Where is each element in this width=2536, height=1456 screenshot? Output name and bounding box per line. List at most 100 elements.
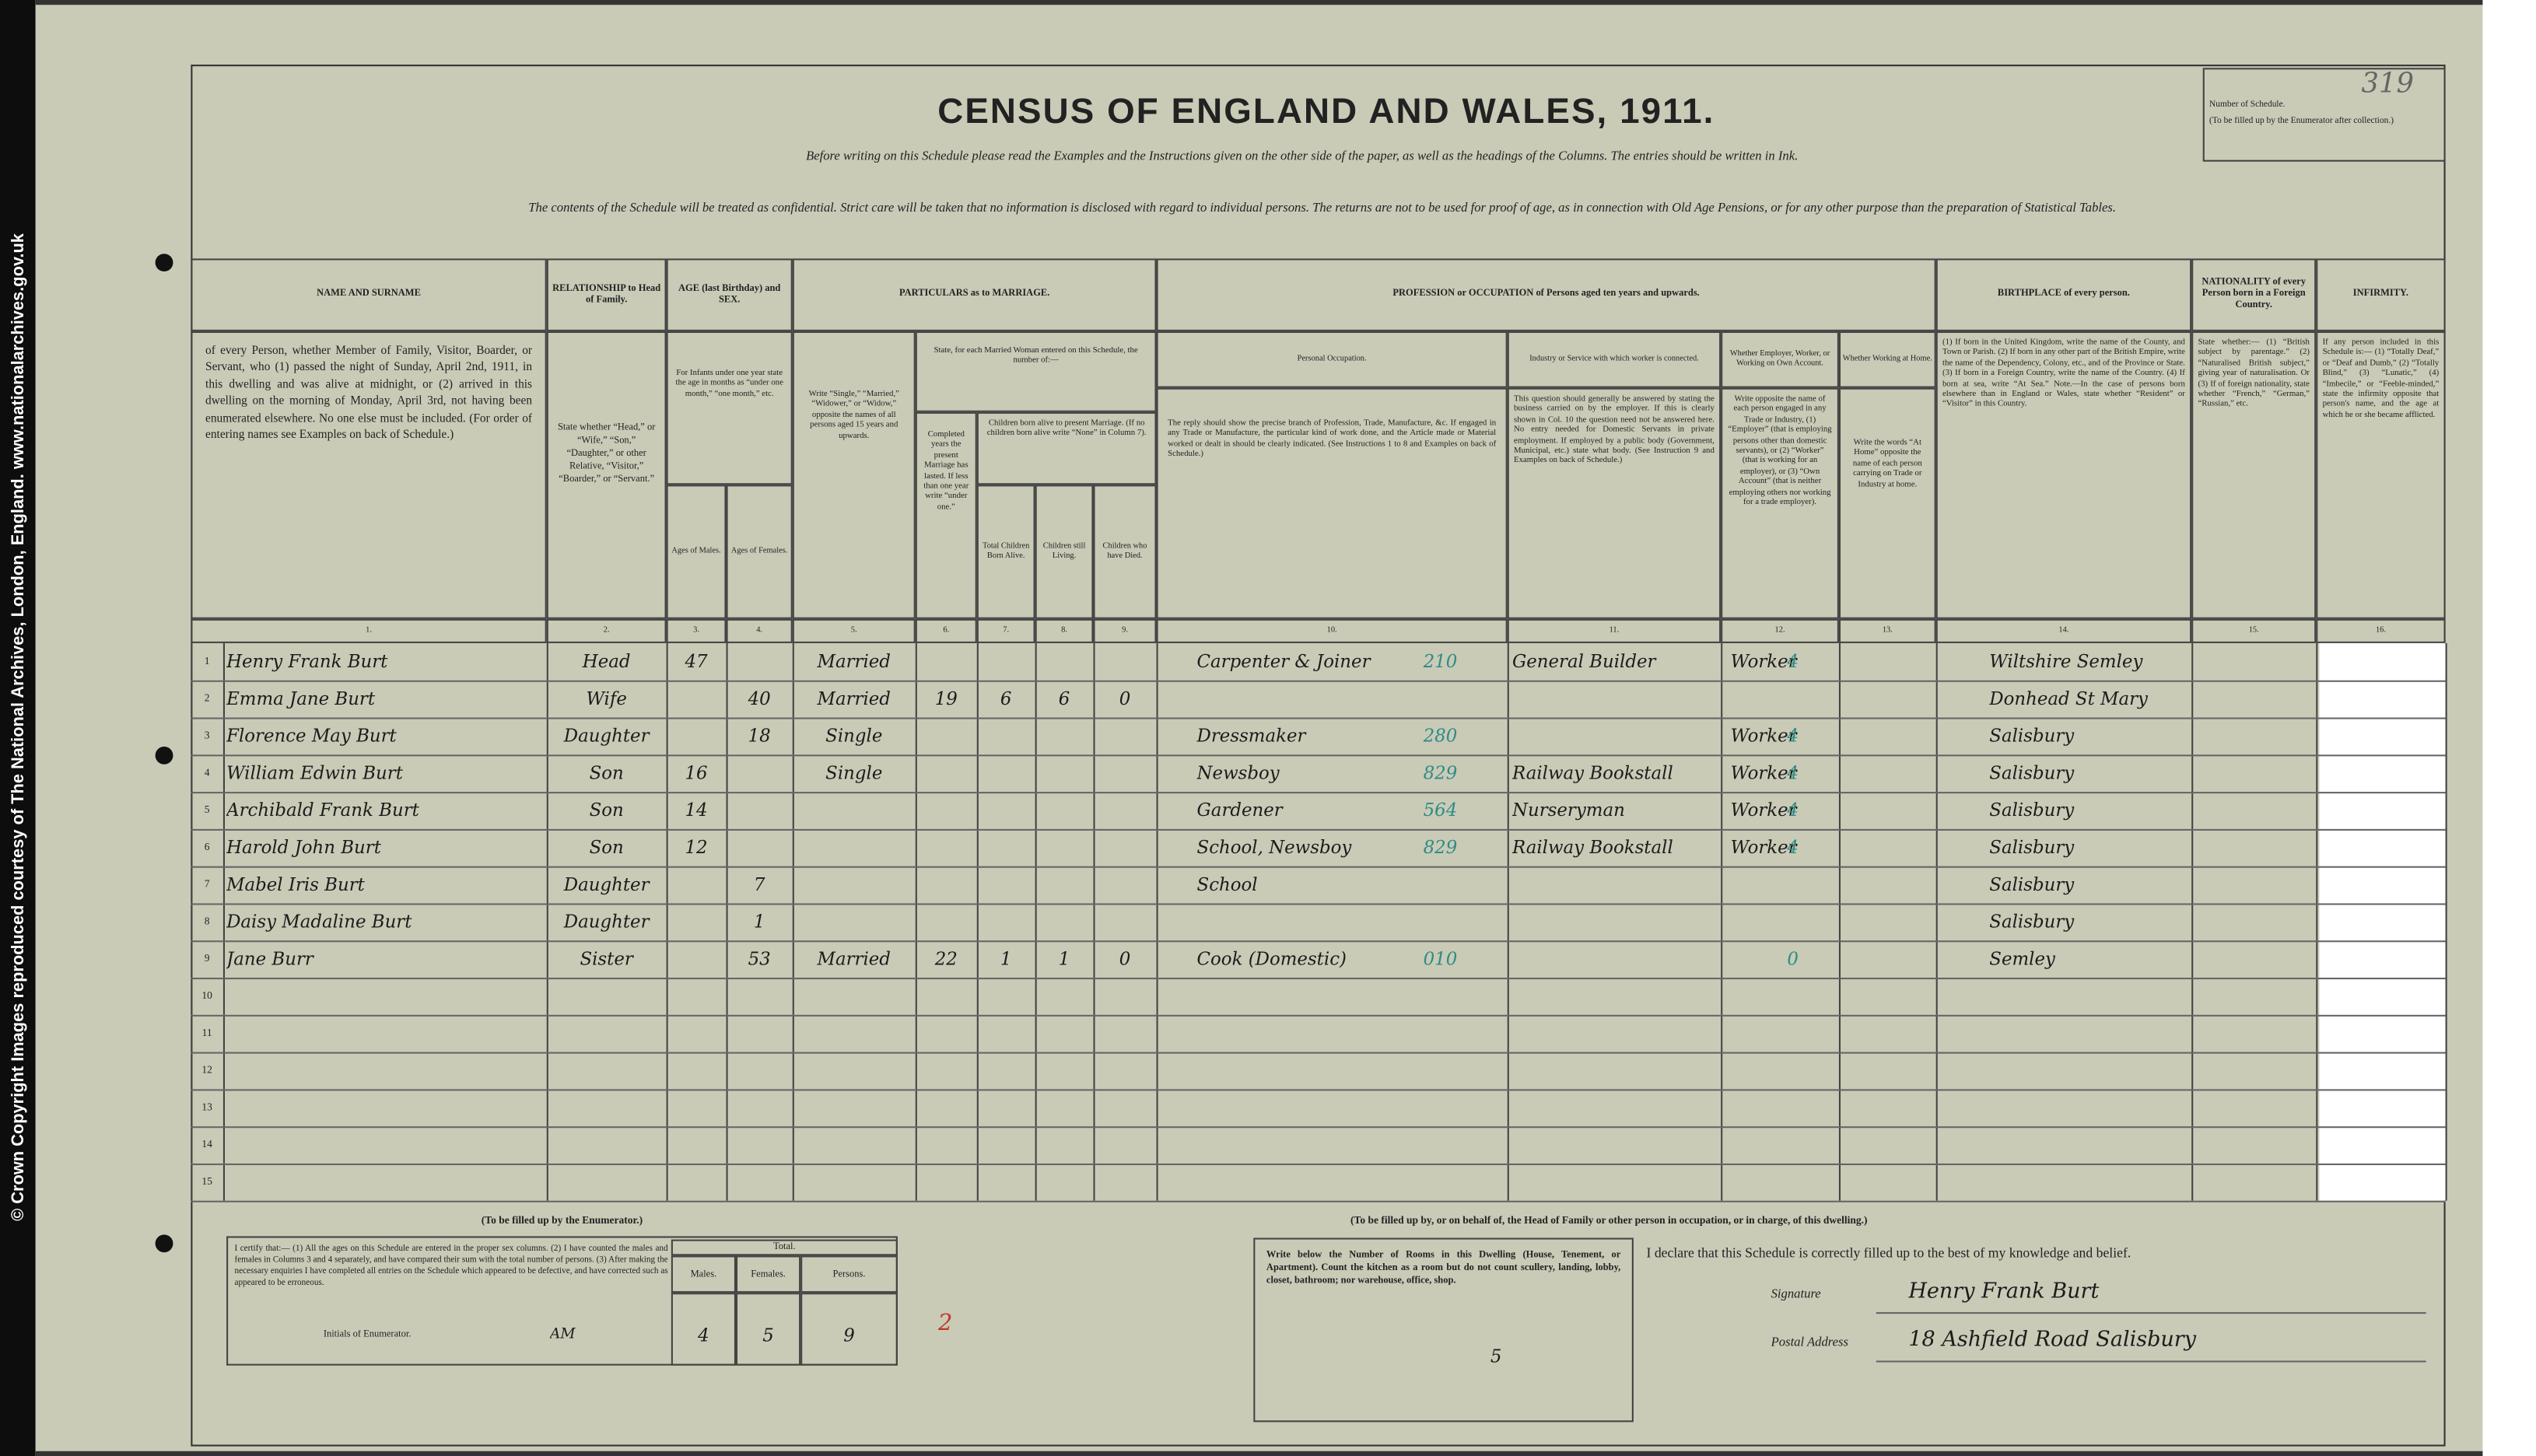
column-rule <box>915 642 917 1201</box>
column-rule <box>2316 642 2318 1201</box>
column-number: 11. <box>1507 618 1722 643</box>
col-description: State whether “Head,” or “Wife,” “Son,” … <box>546 331 667 619</box>
relationship: Daughter <box>563 725 650 747</box>
certificate: I certify that:— (1) All the ages on thi… <box>234 1244 668 1288</box>
signature: Henry Frank Burt <box>1908 1279 2100 1304</box>
employment-code: 4 <box>1787 800 1799 821</box>
group-heading: PROFESSION or OCCUPATION of Persons aged… <box>1156 258 1936 331</box>
name: Archibald Frank Burt <box>226 800 419 821</box>
column-rule <box>2191 642 2194 1201</box>
row-number: 6 <box>204 842 210 854</box>
col-heading: Ages of Males. <box>666 485 727 619</box>
birthplace: Salisbury <box>1989 762 2075 784</box>
birthplace: Salisbury <box>1989 911 2075 933</box>
birthplace: Wiltshire Semley <box>1989 651 2143 673</box>
female-age: 18 <box>748 725 771 747</box>
blank-patch <box>2319 642 2446 1201</box>
female-age: 40 <box>748 688 771 710</box>
males-label: Males. <box>671 1255 736 1293</box>
column-number: 6. <box>915 618 977 643</box>
rooms-instruction: Write below the Number of Rooms in this … <box>1266 1251 1621 1286</box>
column-number: 9. <box>1093 618 1157 643</box>
row-number: 12 <box>201 1065 212 1076</box>
col-heading: Total Children Born Alive. <box>976 485 1035 619</box>
col-heading: Children who have Died. <box>1093 485 1157 619</box>
column-number: 12. <box>1721 618 1839 643</box>
relationship: Daughter <box>563 911 650 933</box>
total-label: Total. <box>671 1239 898 1256</box>
relationship: Son <box>589 837 624 859</box>
condition: Married <box>817 651 891 673</box>
group-description: For Infants under one year state the age… <box>666 331 793 485</box>
row-rule <box>191 866 2446 868</box>
occupation-code: 829 <box>1423 762 1458 784</box>
confidential: The contents of the Schedule will be tre… <box>528 200 2117 215</box>
address: 18 Ashfield Road Salisbury <box>1908 1328 2197 1353</box>
occupation-code: 210 <box>1423 651 1458 673</box>
row-number: 5 <box>204 804 210 817</box>
years-married: 22 <box>934 948 958 970</box>
schedule-label: Number of Schedule. <box>2209 100 2286 110</box>
females-label: Females. <box>735 1255 801 1293</box>
col-heading: Whether Employer, Worker, or Working on … <box>1721 331 1839 388</box>
col-heading: BIRTHPLACE of every person. <box>1935 258 2192 331</box>
relationship: Sister <box>580 948 633 970</box>
col-description: The reply should show the precise branch… <box>1156 387 1508 619</box>
male-age: 16 <box>685 762 708 784</box>
birthplace: Salisbury <box>1989 874 2075 896</box>
side-strip: © Crown Copyright Images reproduced cour… <box>0 0 36 1456</box>
row-rule <box>191 1052 2446 1054</box>
children-living: 1 <box>1058 948 1070 970</box>
occupation: Cook (Domestic) <box>1196 948 1347 970</box>
name: Emma Jane Burt <box>226 688 376 710</box>
occupation: Gardener <box>1196 800 1283 821</box>
column-rule <box>1156 642 1158 1201</box>
column-number: 14. <box>1935 618 2192 643</box>
signature-label: Signature <box>1771 1286 1821 1301</box>
row-number: 8 <box>204 916 210 928</box>
row-rule <box>191 940 2446 943</box>
row-rule <box>191 828 2446 831</box>
column-rule <box>1035 642 1037 1201</box>
column-rule <box>1838 642 1841 1201</box>
occupation-code: 829 <box>1423 837 1458 859</box>
group-heading: State, for each Married Woman entered on… <box>915 331 1157 412</box>
column-rule <box>1093 642 1095 1201</box>
row-rule <box>191 1200 2446 1202</box>
employment: Worker <box>1730 651 1797 673</box>
column-rule <box>546 642 548 1201</box>
row-rule <box>191 717 2446 719</box>
female-age: 1 <box>753 911 765 933</box>
column-rule <box>792 642 794 1201</box>
relationship: Son <box>589 800 624 821</box>
column-number: 13. <box>1838 618 1936 643</box>
occupation: School <box>1196 874 1258 896</box>
occupation: Newsboy <box>1196 762 1280 784</box>
col-heading: NAME AND SURNAME <box>191 258 547 331</box>
female-age: 53 <box>748 948 771 970</box>
occupation-code: 010 <box>1423 948 1458 970</box>
col-heading: Industry or Service with which worker is… <box>1507 331 1722 388</box>
household-caption: (To be filled up by, or on behalf of, th… <box>1350 1215 1868 1227</box>
column-number: 7. <box>976 618 1035 643</box>
row-number-rule <box>222 642 225 1201</box>
group-heading: PARTICULARS as to MARRIAGE. <box>792 258 1157 331</box>
title: CENSUS OF ENGLAND AND WALES, 1911. <box>937 90 1715 131</box>
column-number: 3. <box>666 618 727 643</box>
male-age: 47 <box>685 651 708 673</box>
col-description: State whether:— (1) “British subject by … <box>2191 331 2317 619</box>
schedule-number: 319 <box>2361 68 2414 100</box>
punch-hole <box>155 1234 173 1253</box>
col-heading: Whether Working at Home. <box>1838 331 1936 388</box>
row-number: 7 <box>204 879 210 891</box>
initials: AM <box>549 1326 576 1343</box>
row-number: 11 <box>201 1027 212 1039</box>
column-rule <box>1935 642 1938 1201</box>
industry: Railway Bookstall <box>1511 837 1673 859</box>
column-rule <box>191 642 193 1201</box>
col-description: Write “Single,” “Married,” “Widower,” or… <box>792 331 916 619</box>
column-rule <box>726 642 728 1201</box>
row-rule <box>191 1089 2446 1091</box>
employment-code: 4 <box>1787 762 1799 784</box>
